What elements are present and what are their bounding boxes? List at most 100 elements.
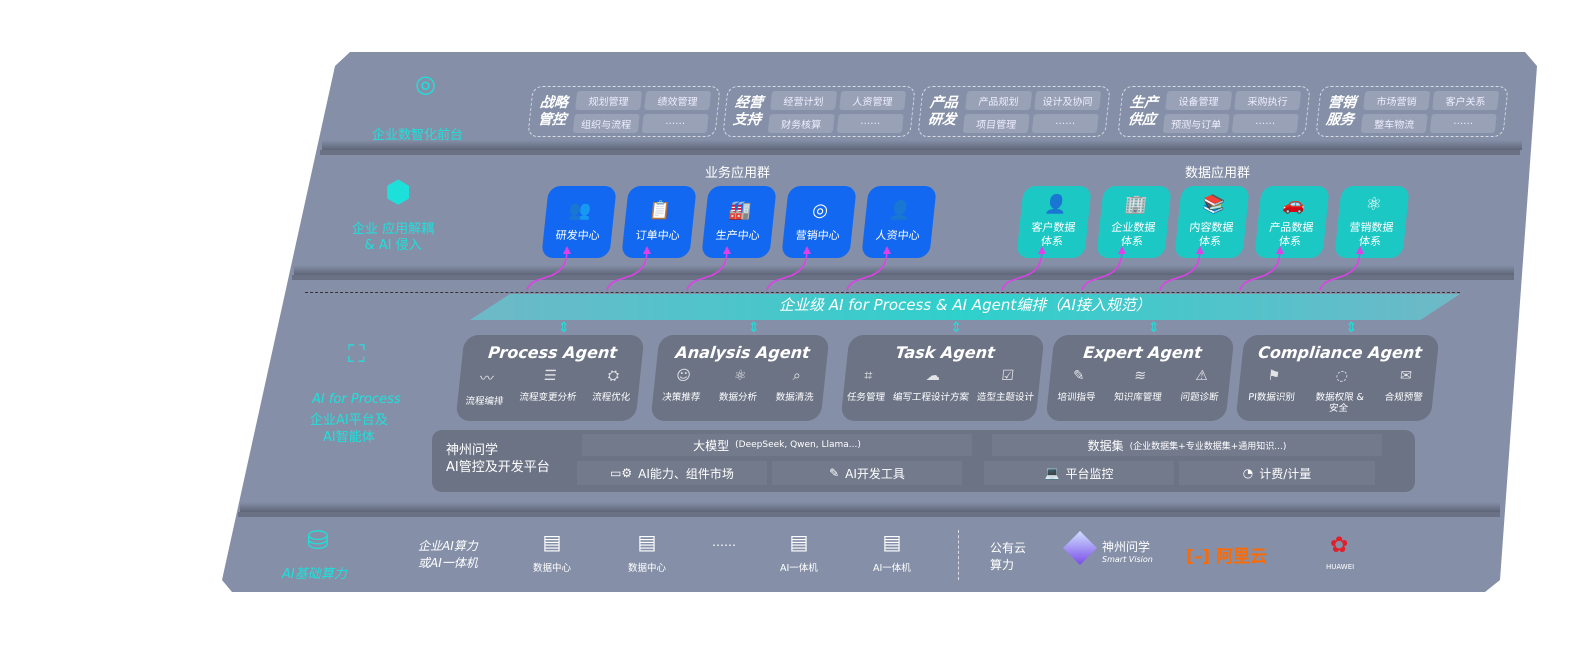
agent-card[interactable]: Compliance Agent ⚑ PI数据识别 ◌ 数据权限 & 安全 ✉ 合规预警	[1235, 335, 1440, 421]
capability-label: 数据清洗	[774, 392, 815, 403]
connector-arrow	[526, 249, 568, 291]
connector-arrow	[1081, 249, 1123, 291]
agent-card[interactable]: Expert Agent ✎ 培训指导 ≋ 知识库管理 ⚠ 问题诊断	[1045, 335, 1235, 421]
capability-label: PI数据识别	[1247, 392, 1296, 403]
data-apps-title: 数据应用群	[1185, 166, 1251, 181]
platform-title: 神州问学 AI管控及开发平台	[446, 443, 550, 475]
private-compute-title: 企业AI算力 或AI一体机	[418, 539, 478, 570]
server-label: 数据中心	[628, 563, 667, 574]
ai-market-button[interactable]: ▭⚙ AI能力、组件市场	[577, 461, 767, 485]
bidirectional-arrow-icon: ⇕	[748, 320, 760, 336]
capability-icon: ⌗	[863, 368, 873, 384]
connector-arrow	[1159, 249, 1201, 291]
agent-capability: ◌ 数据权限 & 安全	[1314, 368, 1367, 414]
server-icon: ▤	[637, 530, 657, 554]
agent-card[interactable]: Task Agent ⌗ 任务管理 ☁ 编写工程设计方案 ☑ 造型主题设计	[840, 335, 1045, 421]
market-icon: ▭⚙	[610, 466, 633, 480]
market-label: AI能力、组件市场	[638, 466, 734, 481]
capability-label: 知识库管理	[1113, 392, 1163, 403]
connector-arrow	[766, 249, 808, 291]
agent-capability: ⚠ 问题诊断	[1180, 368, 1222, 403]
shenzhou-logo-text: 神州问学	[1102, 540, 1151, 554]
agent-capability: ⚑ PI数据识别	[1247, 368, 1298, 414]
server-icon: ▤	[789, 530, 809, 554]
agent-capability: ⚛ 数据分析	[718, 368, 760, 403]
llm-bar: 大模型 (DeepSeek, Qwen, Llama...)	[582, 434, 972, 456]
dataset-note: (企业数据集+专业数据集+通用知识...)	[1129, 441, 1287, 452]
arrow-head	[803, 246, 811, 254]
capability-label: 合规预警	[1384, 392, 1424, 403]
agent-capability: ✉ 合规预警	[1383, 368, 1426, 414]
server-label: 数据中心	[533, 563, 572, 574]
platform-monitor-button[interactable]: 💻 平台监控	[984, 461, 1174, 485]
server-label: AI一体机	[780, 563, 818, 574]
apps-layer-label: 企业 应用解耦 & AI 侵入	[352, 222, 435, 253]
band-divider	[292, 275, 1514, 280]
connector-arrow	[1239, 249, 1281, 291]
capability-icon: ⚠	[1194, 368, 1209, 384]
server-icon: ▤	[542, 530, 562, 554]
dataset-bar: 数据集 (企业数据集+专业数据集+通用知识...)	[992, 434, 1382, 456]
billing-button[interactable]: ◔ 计费/计量	[1179, 461, 1375, 485]
agent-name: Analysis Agent	[674, 343, 811, 362]
capability-icon: ☰	[543, 368, 558, 384]
agent-name: Task Agent	[894, 343, 996, 362]
arrow-head	[1038, 246, 1046, 254]
server-icon: ▤	[882, 530, 902, 554]
band-divider	[322, 140, 1522, 150]
front-layer-label: 企业数智化前台	[372, 128, 464, 143]
band-divider	[294, 265, 1514, 275]
aliyun-logo-text: 阿里云	[1215, 547, 1267, 567]
agent-name: Compliance Agent	[1257, 343, 1424, 362]
orchestration-banner	[470, 294, 1460, 320]
capability-icon: ⌕	[792, 368, 802, 384]
bidirectional-arrow-icon: ⇕	[558, 320, 570, 336]
agent-card[interactable]: Process Agent 〰流程编排 ☰ 流程变更分析 ⛭ 流程优化	[455, 335, 645, 421]
connector-arrow	[1001, 249, 1043, 291]
huawei-flower-icon: ✿	[1330, 533, 1349, 558]
database-icon: ⛁	[307, 526, 329, 556]
arrow-head	[883, 246, 891, 254]
connector-arrow	[686, 249, 728, 291]
connector-arrow	[846, 249, 888, 291]
arrow-head	[1118, 246, 1126, 254]
orchestration-banner-text: 企业级 AI for Process & AI Agent编排（AI接入规范）	[779, 296, 1151, 314]
agent-card[interactable]: Analysis Agent ☺ 决策推荐 ⚛ 数据分析 ⌕ 数据清洗	[650, 335, 830, 421]
band-divider	[238, 512, 1500, 517]
aliyun-logo: [–] 阿里云	[1186, 542, 1267, 567]
compute-layer-label: AI基础算力	[282, 567, 347, 582]
capability-icon: ✎	[1071, 368, 1086, 384]
dataset-label: 数据集	[1087, 438, 1124, 453]
bidirectional-arrow-icon: ⇕	[1345, 320, 1358, 336]
bidirectional-arrow-icon: ⇕	[1148, 320, 1160, 336]
laptop-icon: 💻	[1044, 466, 1060, 480]
public-cloud-title: 公有云 算力	[990, 541, 1027, 572]
capability-label: 问题诊断	[1179, 392, 1220, 403]
llm-label: 大模型	[693, 438, 730, 453]
capability-label: 数据分析	[718, 392, 758, 403]
ai-platform: 神州问学 AI管控及开发平台 大模型 (DeepSeek, Qwen, Llama…	[432, 430, 1415, 492]
agent-capability: 〰流程编排	[465, 368, 507, 407]
capability-icon: ◌	[1335, 368, 1349, 384]
band-divider	[320, 150, 1520, 155]
face-scan-icon: ⛶	[348, 340, 365, 368]
bidirectional-arrow-icon: ⇕	[950, 320, 963, 336]
capability-icon: ⚑	[1266, 368, 1281, 384]
arrow-head	[723, 246, 731, 254]
monitor-label: 平台监控	[1065, 466, 1114, 481]
arrow-head	[643, 246, 651, 254]
server-data-center-1: ▤ 数据中心	[533, 530, 571, 574]
devtools-icon: ✎	[829, 466, 840, 480]
agent-capability: ☰ 流程变更分析	[518, 368, 579, 407]
arrow-head	[1196, 246, 1204, 254]
agent-capability: ≋ 知识库管理	[1114, 368, 1165, 403]
server-data-center-2: ▤ 数据中心	[628, 530, 666, 574]
ai-devtools-button[interactable]: ✎ AI开发工具	[772, 461, 962, 485]
server-ai-appliance-2: ▤ AI一体机	[873, 530, 911, 574]
capability-label: 决策推荐	[661, 392, 701, 403]
agent-capability: ⌕ 数据清洗	[775, 368, 817, 403]
capability-icon: ☺	[675, 368, 692, 384]
agent-capability: ✎ 培训指导	[1057, 368, 1099, 403]
capability-label: 造型主题设计	[976, 392, 1035, 403]
